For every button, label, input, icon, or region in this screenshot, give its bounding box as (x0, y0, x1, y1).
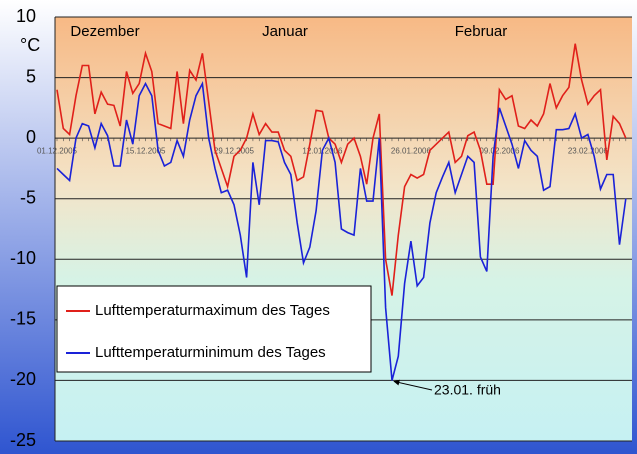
y-unit: °C (20, 35, 40, 55)
month-label: Dezember (70, 23, 139, 40)
y-tick-label: -15 (10, 309, 36, 329)
legend-label: Lufttemperaturminimum des Tages (95, 344, 326, 361)
x-tick-label: 29.12.2005 (214, 146, 255, 155)
y-tick-label: 10 (16, 6, 36, 26)
x-tick-label: 23.02.2006 (568, 146, 609, 155)
y-tick-label: -10 (10, 248, 36, 268)
series-line (56, 43, 627, 296)
y-tick-label: 0 (26, 127, 36, 147)
y-tick-label: -5 (20, 187, 36, 207)
annotation: 23.01. früh (434, 382, 501, 398)
y-tick-label: -20 (10, 369, 36, 389)
x-tick-label: 09.02.2006 (479, 146, 520, 155)
plot-area (55, 17, 632, 441)
x-tick-label: 15.12.2005 (125, 146, 166, 155)
annotation-arrow (393, 379, 433, 391)
series-line (56, 80, 627, 381)
x-tick-label: 01.12.2005 (37, 146, 78, 155)
legend-box (56, 285, 372, 373)
month-label: Februar (455, 23, 508, 40)
y-tick-label: -25 (10, 430, 36, 450)
y-tick-label: 5 (26, 66, 36, 86)
x-tick-label: 26.01.2006 (391, 146, 432, 155)
month-label: Januar (262, 23, 308, 40)
legend-label: Lufttemperaturmaximum des Tages (95, 302, 330, 319)
